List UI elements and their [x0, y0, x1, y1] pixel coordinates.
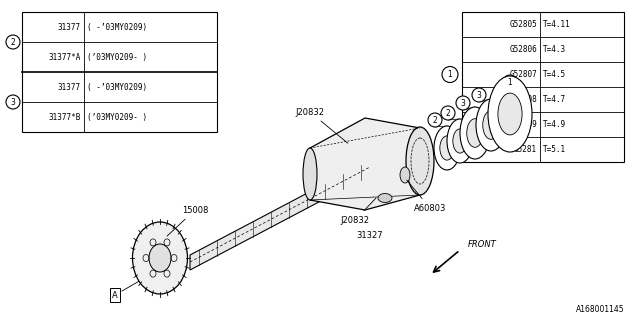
Text: (’03MY0209- ): (’03MY0209- )	[87, 113, 147, 122]
Ellipse shape	[132, 222, 188, 294]
Ellipse shape	[434, 126, 460, 170]
Text: A60803: A60803	[407, 180, 446, 212]
Text: T=5.1: T=5.1	[543, 145, 566, 154]
Ellipse shape	[453, 129, 467, 153]
Circle shape	[6, 95, 20, 109]
Ellipse shape	[378, 194, 392, 203]
Text: T=4.11: T=4.11	[543, 20, 571, 29]
Text: 3: 3	[461, 99, 465, 108]
Ellipse shape	[483, 111, 499, 139]
Circle shape	[472, 88, 486, 102]
Text: 3: 3	[477, 91, 481, 100]
Text: 31377: 31377	[58, 22, 81, 31]
Text: 31327: 31327	[356, 230, 383, 239]
Text: G52808: G52808	[509, 95, 537, 104]
Text: T=4.9: T=4.9	[543, 120, 566, 129]
Text: 1: 1	[447, 70, 452, 79]
Ellipse shape	[488, 76, 532, 152]
Polygon shape	[190, 160, 370, 270]
Text: G52807: G52807	[509, 70, 537, 79]
Ellipse shape	[406, 127, 434, 195]
Text: A168001145: A168001145	[577, 305, 625, 314]
Text: 2: 2	[433, 116, 437, 124]
Ellipse shape	[440, 136, 454, 160]
Text: J20832: J20832	[296, 108, 348, 143]
Text: 2: 2	[445, 108, 451, 117]
Circle shape	[428, 113, 442, 127]
Ellipse shape	[467, 119, 483, 147]
Text: G52805: G52805	[509, 20, 537, 29]
Bar	[462, 12, 624, 162]
Text: (’03MY0209- ): (’03MY0209- )	[87, 52, 147, 61]
Text: FRONT: FRONT	[468, 239, 497, 249]
Circle shape	[456, 96, 470, 110]
Text: 31377: 31377	[58, 83, 81, 92]
Text: 15008: 15008	[167, 205, 208, 236]
Circle shape	[6, 35, 20, 49]
Ellipse shape	[303, 148, 317, 200]
Circle shape	[442, 67, 458, 83]
Ellipse shape	[460, 107, 490, 159]
Text: 1: 1	[508, 77, 513, 86]
Text: A: A	[112, 291, 118, 300]
Circle shape	[503, 75, 517, 89]
Text: T=4.7: T=4.7	[543, 95, 566, 104]
Text: ( -’03MY0209): ( -’03MY0209)	[87, 22, 147, 31]
Ellipse shape	[447, 119, 473, 163]
Bar	[22, 12, 217, 132]
Text: 2: 2	[11, 37, 15, 46]
Text: J20832: J20832	[340, 198, 376, 225]
Text: G52809: G52809	[509, 120, 537, 129]
Ellipse shape	[149, 244, 171, 272]
Text: T=4.3: T=4.3	[543, 45, 566, 54]
Text: ( -’03MY0209): ( -’03MY0209)	[87, 83, 147, 92]
Text: T=4.5: T=4.5	[543, 70, 566, 79]
Text: G5281: G5281	[514, 145, 537, 154]
Text: G52806: G52806	[509, 45, 537, 54]
Text: 3: 3	[11, 98, 15, 107]
Polygon shape	[310, 118, 420, 210]
Circle shape	[441, 106, 455, 120]
Ellipse shape	[498, 93, 522, 135]
Text: 31377*A: 31377*A	[49, 52, 81, 61]
Ellipse shape	[400, 167, 410, 183]
Ellipse shape	[476, 99, 506, 151]
Text: 31377*B: 31377*B	[49, 113, 81, 122]
